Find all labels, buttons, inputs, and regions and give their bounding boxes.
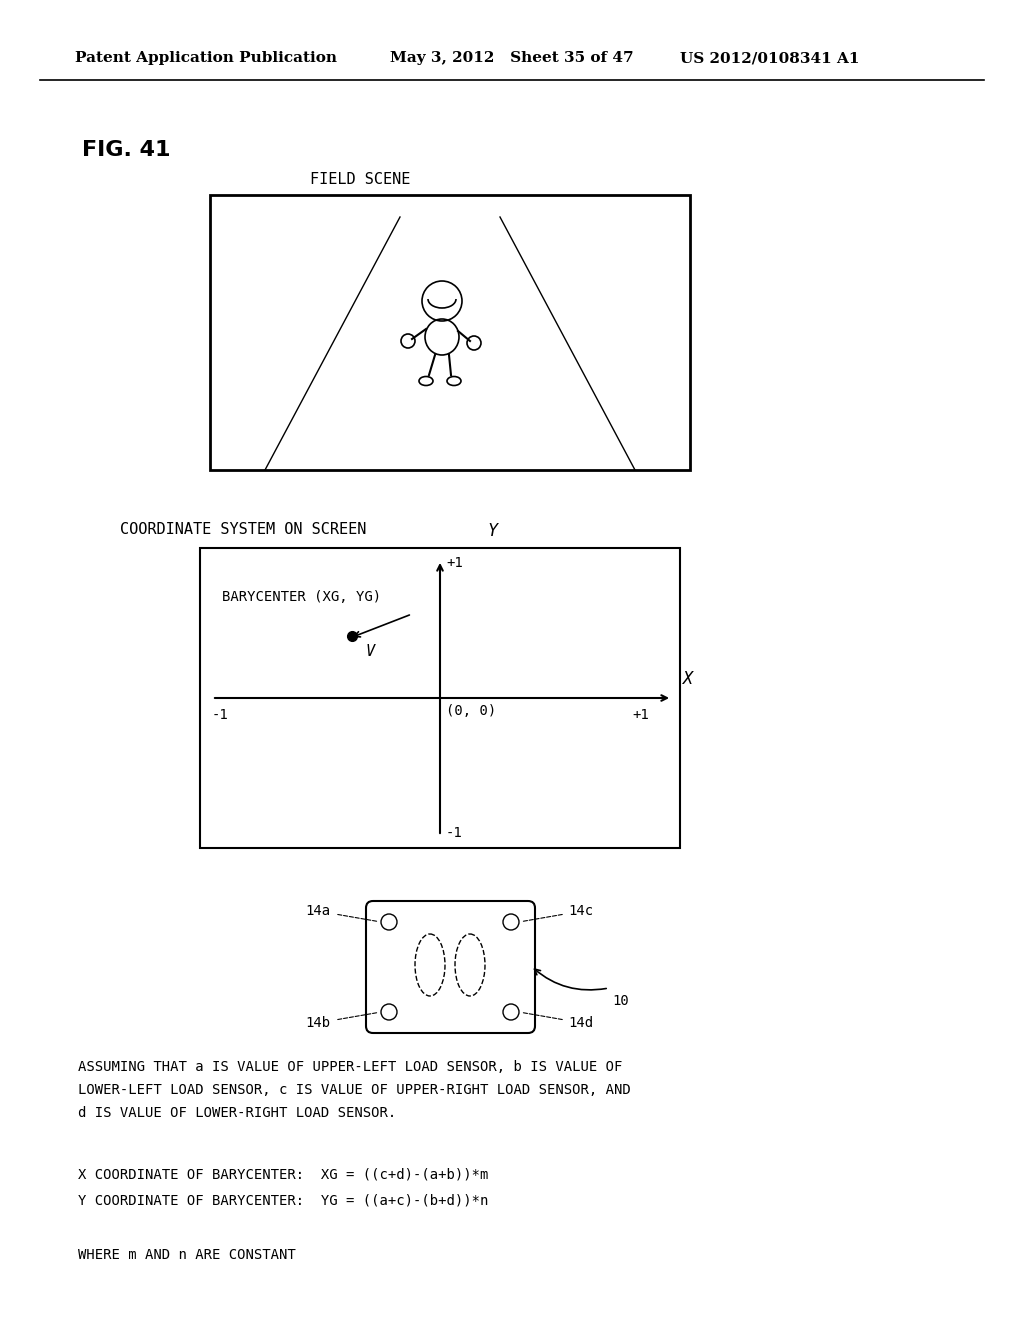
Text: 14b: 14b — [305, 1016, 330, 1030]
Text: FIELD SCENE: FIELD SCENE — [310, 172, 411, 187]
Text: Patent Application Publication: Patent Application Publication — [75, 51, 337, 65]
Bar — [200, 548, 680, 847]
Text: (0, 0): (0, 0) — [446, 704, 497, 718]
Text: X: X — [682, 671, 692, 688]
Text: X COORDINATE OF BARYCENTER:  XG = ((c+d)-(a+b))*m: X COORDINATE OF BARYCENTER: XG = ((c+d)-… — [78, 1168, 488, 1181]
Text: WHERE m AND n ARE CONSTANT: WHERE m AND n ARE CONSTANT — [78, 1247, 296, 1262]
Text: 10: 10 — [612, 994, 629, 1008]
Text: 14a: 14a — [305, 904, 330, 917]
Text: Y COORDINATE OF BARYCENTER:  YG = ((a+c)-(b+d))*n: Y COORDINATE OF BARYCENTER: YG = ((a+c)-… — [78, 1193, 488, 1206]
Text: US 2012/0108341 A1: US 2012/0108341 A1 — [680, 51, 859, 65]
Text: V: V — [366, 644, 375, 659]
Text: -1: -1 — [446, 826, 463, 840]
Text: +1: +1 — [446, 556, 463, 570]
Text: FIG. 41: FIG. 41 — [82, 140, 171, 160]
Text: May 3, 2012   Sheet 35 of 47: May 3, 2012 Sheet 35 of 47 — [390, 51, 634, 65]
Text: -1: -1 — [212, 708, 228, 722]
Text: BARYCENTER (XG, YG): BARYCENTER (XG, YG) — [222, 590, 381, 605]
Text: ASSUMING THAT a IS VALUE OF UPPER-LEFT LOAD SENSOR, b IS VALUE OF
LOWER-LEFT LOA: ASSUMING THAT a IS VALUE OF UPPER-LEFT L… — [78, 1060, 631, 1119]
Bar — [210, 195, 690, 470]
Text: COORDINATE SYSTEM ON SCREEN: COORDINATE SYSTEM ON SCREEN — [120, 521, 367, 537]
Text: +1: +1 — [632, 708, 649, 722]
Text: 14c: 14c — [568, 904, 593, 917]
Text: 14d: 14d — [568, 1016, 593, 1030]
Text: Y: Y — [487, 521, 497, 540]
